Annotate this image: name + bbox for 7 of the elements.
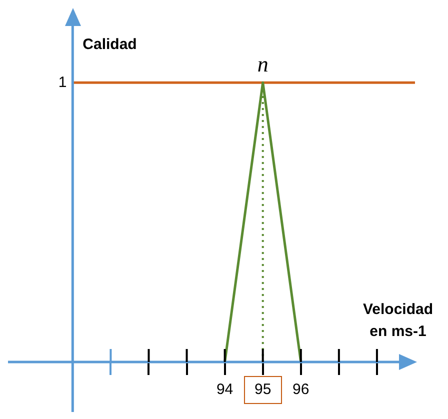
x-tick-label: 95 [254, 381, 272, 398]
x-axis-title: Velocidad en ms-1 [362, 301, 434, 340]
y-axis-title: Calidad [82, 36, 137, 54]
x-tick-label: 94 [216, 381, 234, 398]
x-tick-label: 96 [292, 381, 310, 398]
annotation: n [257, 51, 268, 76]
annotation: 1 [58, 74, 67, 91]
